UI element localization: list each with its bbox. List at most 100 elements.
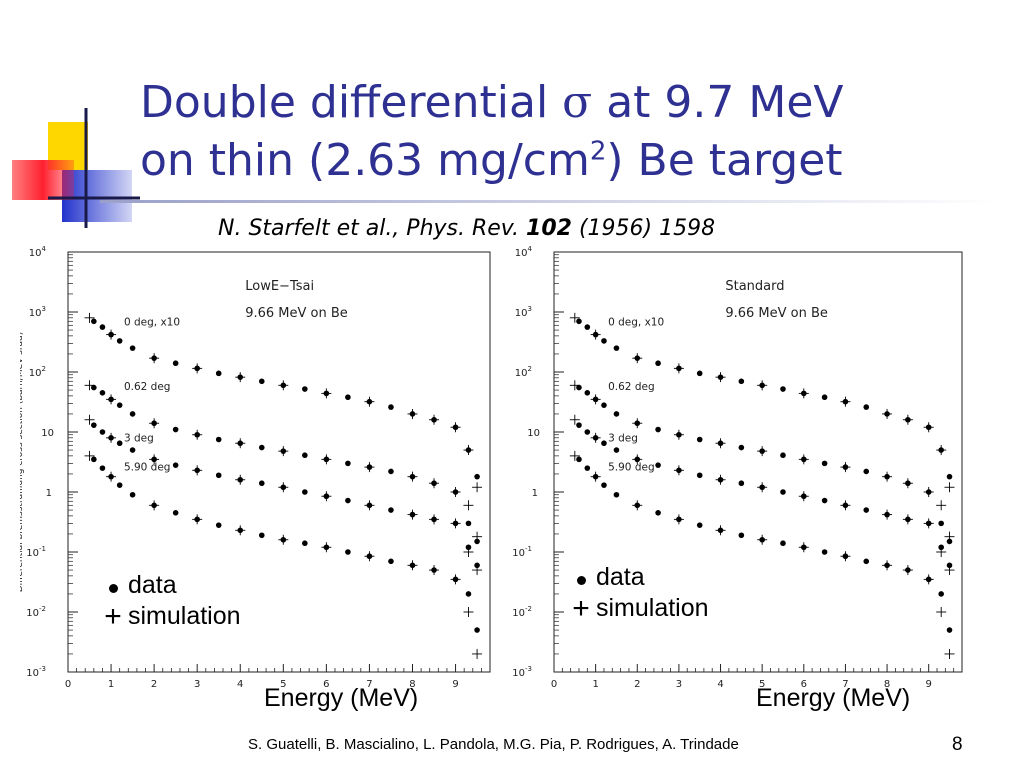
y-tick-label: 1 [46, 488, 52, 499]
simulation-point [923, 422, 934, 433]
data-point [129, 411, 136, 417]
x-tick-label: 3 [194, 679, 200, 688]
simulation-point [106, 432, 117, 443]
simulation-point [590, 471, 601, 482]
data-point [91, 456, 97, 463]
data-point [655, 426, 661, 433]
simulation-point [715, 438, 726, 449]
simulation-point [192, 465, 203, 476]
simulation-point [632, 500, 643, 511]
data-point [91, 318, 97, 325]
data-point [613, 447, 620, 453]
x-tick-label: 1 [108, 679, 114, 688]
simulation-point [632, 353, 643, 364]
data-point [613, 491, 620, 498]
curve-label: 3 deg [124, 432, 154, 444]
data-point [863, 468, 870, 475]
title-line-2: on thin (2.63 mg/cm2) Be target [140, 135, 843, 186]
simulation-point [472, 565, 483, 576]
y-tick-label: 104 [29, 245, 47, 259]
simulation-point [463, 500, 474, 511]
simulation-point [923, 487, 934, 497]
y-axis-title: Differential bremsstrahlung cross sectio… [510, 332, 511, 593]
simulation-point [106, 394, 117, 405]
simulation-point [936, 547, 947, 557]
y-tick-label: 102 [515, 365, 532, 379]
x-tick-label: 4 [237, 679, 243, 688]
y-tick-label: 10-1 [512, 545, 532, 559]
simulation-point [463, 547, 474, 557]
data-point [99, 390, 106, 396]
data-point [388, 404, 394, 410]
simulation-point [798, 542, 809, 553]
data-point [215, 522, 222, 528]
annotation-beam: 9.66 MeV on Be [725, 306, 828, 321]
simulation-point [235, 438, 246, 449]
y-tick-label: 103 [515, 305, 532, 319]
simulation-point [84, 380, 95, 391]
simulation-point [936, 445, 947, 456]
data-point [780, 489, 786, 495]
annotation-model: Standard [725, 279, 784, 294]
data-point [258, 444, 265, 451]
data-point [129, 447, 136, 453]
data-point [258, 532, 265, 539]
simulation-point [936, 607, 947, 617]
y-tick-label: 10-1 [26, 545, 46, 559]
simulation-point [944, 648, 955, 659]
x-tick-label: 4 [717, 679, 723, 688]
data-point [116, 338, 123, 344]
data-point [388, 558, 394, 565]
data-point [172, 510, 179, 516]
data-point [821, 497, 828, 504]
data-point [474, 473, 480, 480]
data-point [91, 422, 97, 428]
simulation-point [673, 514, 684, 525]
simulation-point [84, 312, 95, 323]
simulation-point [84, 450, 95, 461]
x-tick-label: 5 [759, 679, 765, 688]
simulation-point [321, 454, 332, 465]
data-point [302, 540, 308, 547]
annotation-beam: 9.66 MeV on Be [245, 306, 348, 321]
plot-frame [67, 251, 491, 673]
data-point [215, 436, 222, 443]
data-point [601, 482, 607, 488]
simulation-point [429, 478, 440, 489]
simulation-point [882, 471, 893, 482]
simulation-point [882, 408, 893, 419]
simulation-point [463, 607, 474, 617]
data-point [863, 507, 870, 513]
simulation-point [569, 312, 580, 323]
data-point [696, 472, 703, 479]
simulation-point [106, 329, 117, 340]
simulation-point [902, 478, 913, 489]
data-point [821, 549, 828, 555]
curve-label: 0.62 deg [124, 381, 171, 393]
simulation-point [407, 408, 418, 419]
data-point [601, 440, 607, 447]
data-point [780, 452, 786, 459]
simulation-point [840, 462, 851, 473]
simulation-point [450, 422, 461, 433]
x-tick-label: 5 [280, 679, 286, 688]
simulation-point [450, 574, 461, 585]
data-point [172, 426, 179, 433]
simulation-point [882, 560, 893, 571]
simulation-point [840, 500, 851, 511]
simulation-point [673, 465, 684, 476]
data-point [576, 456, 582, 463]
data-point [576, 318, 582, 325]
simulation-point [84, 414, 95, 425]
x-tick-label: 8 [884, 679, 890, 688]
data-point [172, 360, 179, 367]
simulation-point [882, 509, 893, 520]
data-point [99, 429, 106, 435]
simulation-point [590, 432, 601, 443]
data-point [613, 411, 620, 417]
y-tick-label: 10-3 [26, 665, 46, 679]
simulation-point [149, 418, 160, 429]
simulation-point [364, 396, 375, 407]
data-point [584, 429, 591, 435]
data-point [584, 465, 591, 471]
